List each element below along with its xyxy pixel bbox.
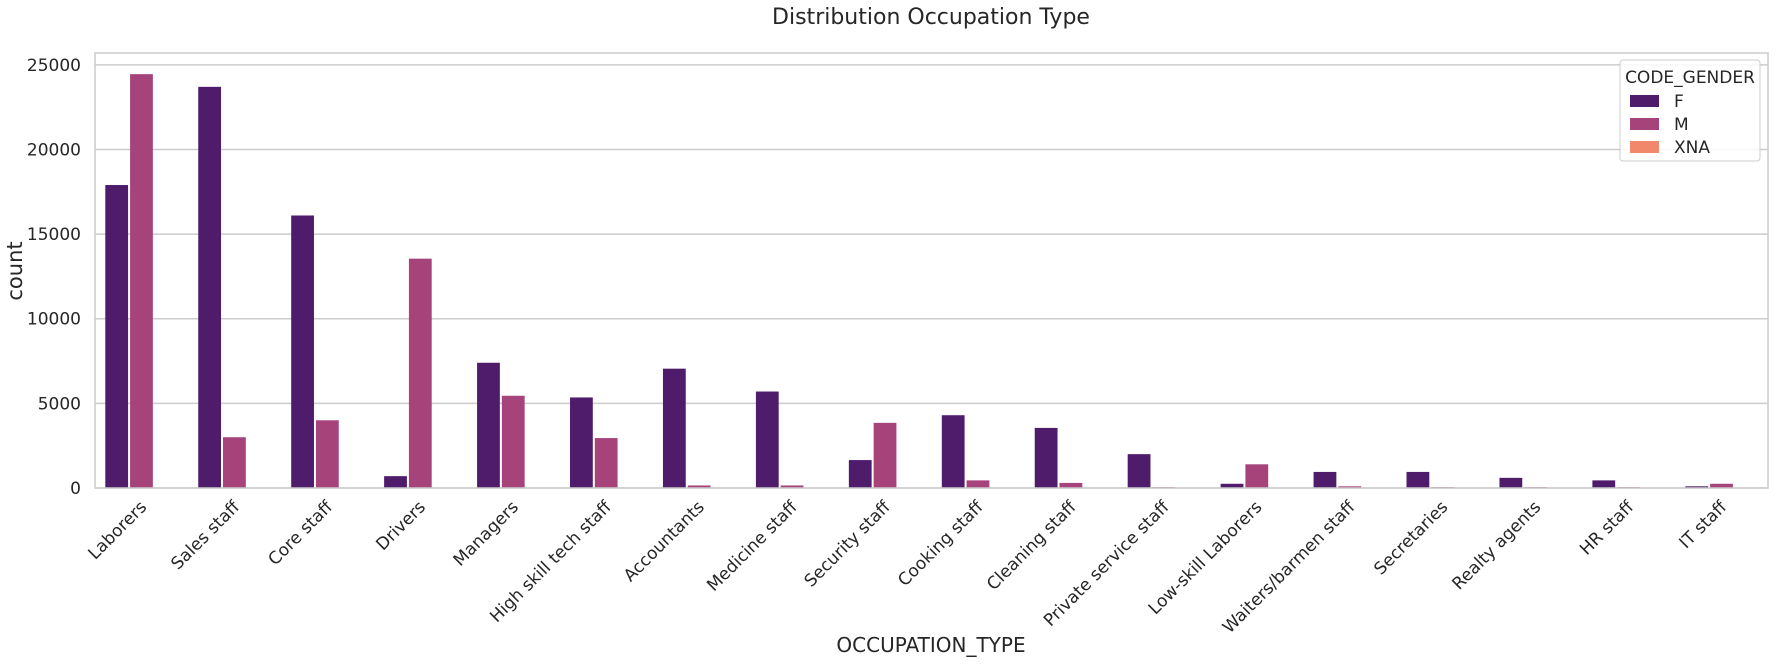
bar-F-17 [1685,486,1709,488]
bar-F-2 [291,215,314,488]
y-axis-ticks: 0 5000 10000 15000 20000 25000 [27,56,81,499]
bar-F-8 [848,460,872,488]
x-axis-label: OCCUPATION_TYPE [836,633,1025,657]
bar-M-10 [1059,482,1083,488]
bar-M-1 [223,437,246,488]
bar-M-13 [1338,486,1362,488]
bar-F-12 [1220,483,1244,488]
x-tick-label-17: IT staff [1676,496,1732,552]
x-tick-label-9: Cooking staff [894,496,988,590]
bar-F-14 [1406,471,1430,488]
bar-M-4 [501,395,525,488]
bar-M-3 [408,258,432,488]
bar-M-9 [966,480,990,488]
bar-F-6 [662,368,686,488]
legend-label-XNA: XNA [1674,138,1710,158]
bar-F-9 [941,415,965,488]
legend-title: CODE_GENDER [1625,68,1755,88]
bar-M-12 [1245,464,1269,488]
x-tick-label-8: Security staff [801,496,896,591]
plot-frame [94,52,1769,489]
legend-label-M: M [1674,115,1689,135]
bar-M-2 [315,420,339,488]
x-tick-label-4: Managers [450,497,523,570]
bar-F-10 [1034,427,1058,488]
y-tick-label-1: 5000 [38,394,81,414]
legend-swatch-M [1630,118,1659,130]
legend-swatch-XNA [1630,141,1659,153]
bar-F-5 [570,397,593,488]
x-tick-label-2: Core staff [264,496,337,569]
chart-title: Distribution Occupation Type [772,5,1090,30]
y-tick-label-4: 20000 [27,140,81,160]
bar-M-5 [594,438,618,488]
x-tick-label-0: Laborers [85,497,152,564]
y-tick-label-3: 15000 [27,225,81,245]
bar-F-11 [1127,454,1151,488]
x-tick-label-7: Medicine staff [703,496,802,595]
bar-F-3 [384,476,407,488]
bar-F-16 [1592,480,1616,488]
legend-label-F: F [1674,92,1684,112]
x-tick-label-1: Sales staff [167,496,244,573]
bar-F-0 [105,185,129,488]
legend-swatch-F [1630,95,1659,107]
bar-M-0 [130,74,153,488]
x-tick-label-14: Secretaries [1370,497,1452,579]
bar-M-8 [873,422,897,488]
x-tick-label-15: Realty agents [1448,497,1545,594]
x-tick-label-6: Accountants [620,497,709,586]
bar-F-15 [1499,477,1523,488]
bar-F-7 [755,391,779,488]
y-tick-label-5: 25000 [27,56,81,76]
x-tick-label-10: Cleaning staff [983,496,1081,594]
legend-box [1619,59,1761,162]
bar-F-13 [1313,471,1337,488]
bar-F-4 [477,362,500,488]
y-tick-label-0: 0 [70,479,81,499]
bar-F-1 [198,86,222,488]
legend: CODE_GENDER FM XNA [1619,59,1761,162]
bar-M-17 [1710,483,1733,488]
bar-M-6 [687,485,711,488]
bar-M-7 [780,485,804,488]
y-tick-label-2: 10000 [27,310,81,330]
gridlines [95,64,1768,489]
y-axis-label: count [3,241,27,300]
x-axis-ticks: Laborers Sales staff Core staff Drivers Mana… [85,496,1732,637]
x-tick-label-16: HR staff [1576,496,1639,559]
bars [105,74,1733,488]
x-tick-label-3: Drivers [372,497,429,554]
